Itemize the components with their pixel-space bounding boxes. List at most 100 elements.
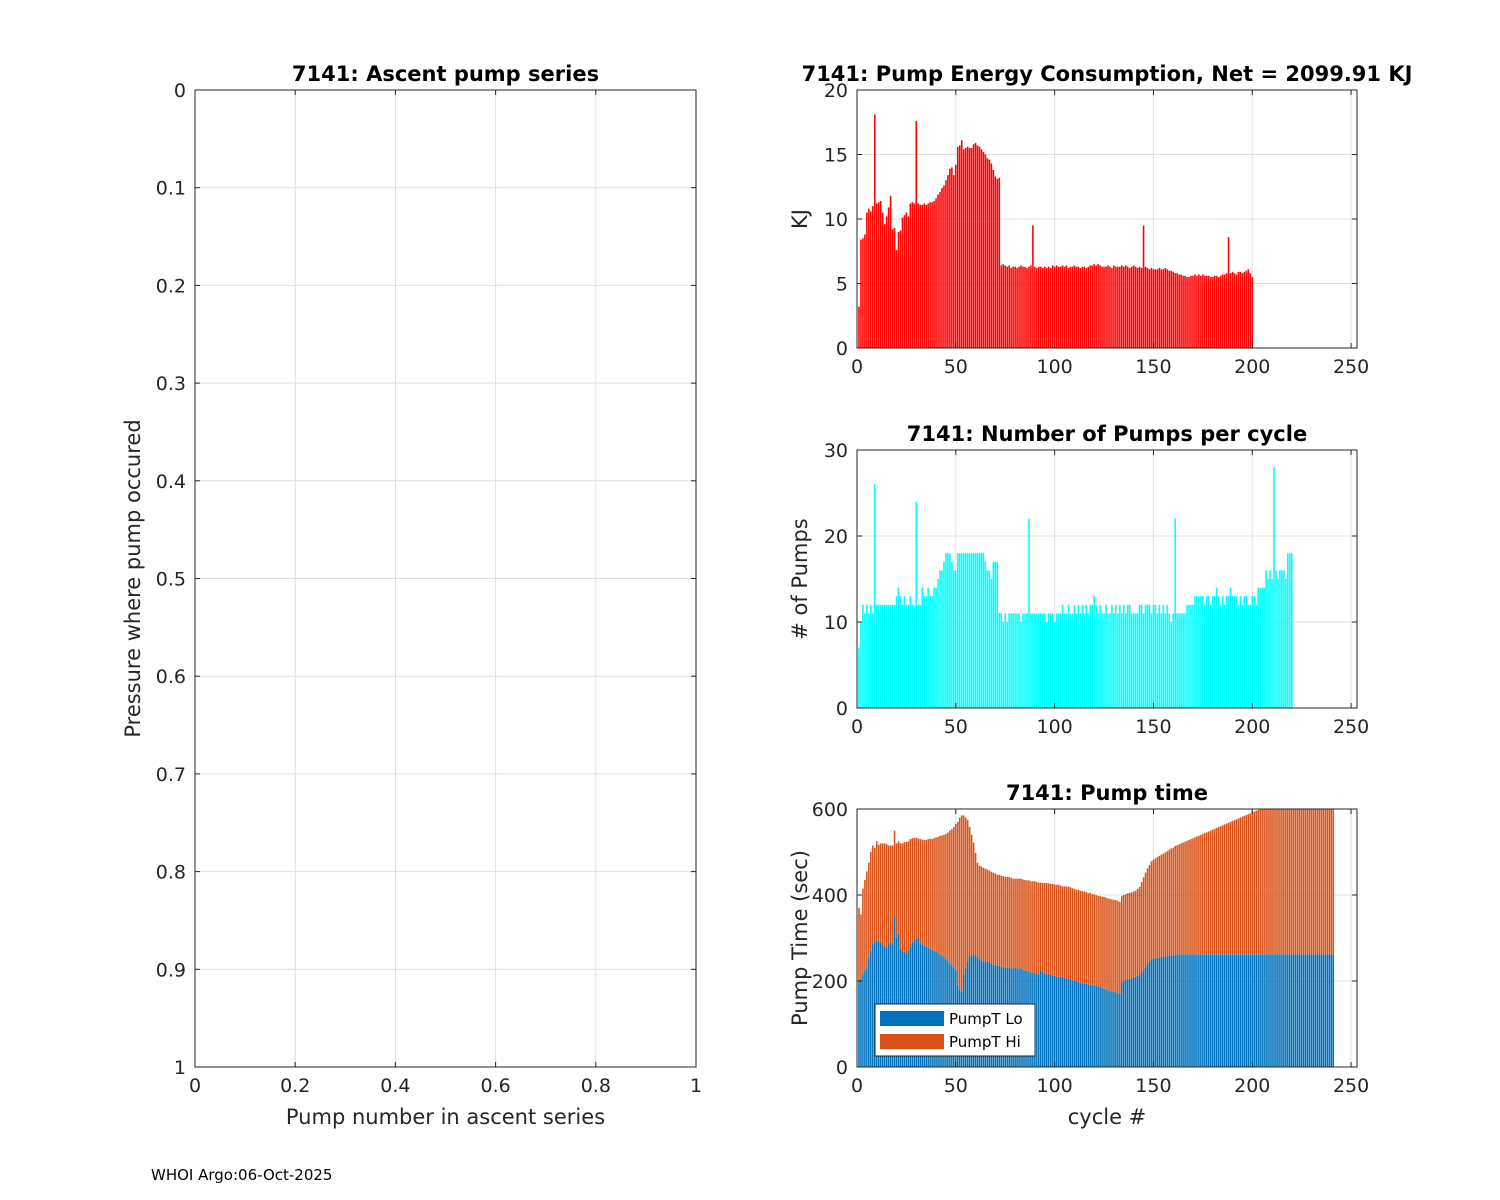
bar (919, 604, 922, 708)
bar (1101, 266, 1103, 348)
bar-pumpt-lo (1126, 979, 1129, 1067)
bar-pumpt-lo (1290, 954, 1293, 1067)
bar-pumpt-hi (1192, 838, 1194, 955)
chart-title: 7141: Ascent pump series (292, 62, 599, 86)
bar-pumpt-hi (996, 874, 999, 966)
bar (913, 604, 916, 708)
bar-pumpt-hi (1275, 809, 1277, 955)
tick-label-y: 600 (812, 799, 848, 821)
bar (911, 604, 914, 708)
bar-pumpt-lo (1095, 985, 1097, 1067)
bar-pumpt-hi (1324, 809, 1327, 955)
bar (1140, 268, 1143, 348)
bar (1111, 604, 1113, 708)
bar (992, 561, 995, 708)
bar (1233, 273, 1236, 348)
bar (1020, 265, 1022, 348)
bar (1142, 613, 1145, 708)
bar (1253, 596, 1256, 708)
bar (945, 553, 947, 708)
tick-label-y: 0.2 (156, 275, 186, 297)
bar (1209, 604, 1212, 708)
bar (1241, 273, 1244, 348)
bar-pumpt-lo (1117, 993, 1119, 1067)
bar (1032, 225, 1034, 348)
tick-label-y: 0 (836, 338, 848, 360)
bar (1225, 596, 1228, 708)
bar-pumpt-lo (1140, 972, 1143, 1067)
bar-pumpt-hi (1036, 882, 1038, 975)
bar (1081, 604, 1084, 708)
bar-pumpt-hi (1302, 809, 1305, 955)
bar (1217, 596, 1220, 708)
bar (990, 579, 993, 708)
bar-pumpt-lo (1247, 954, 1250, 1067)
bar (1134, 266, 1137, 348)
bar-pumpt-hi (901, 843, 904, 951)
bar (949, 553, 951, 708)
bar (1087, 613, 1090, 708)
bar (1184, 613, 1186, 708)
x-axis-label: Pump number in ascent series (286, 1105, 605, 1129)
bar (889, 604, 892, 708)
bar-pumpt-hi (1051, 883, 1054, 976)
bar-pumpt-hi (947, 832, 949, 962)
bar (976, 145, 979, 348)
bar-pumpt-hi (1055, 884, 1058, 977)
tick-label-x: 150 (1135, 716, 1171, 738)
bar (872, 613, 874, 708)
bar (1247, 604, 1250, 708)
bar (1241, 604, 1244, 708)
bar (1211, 596, 1214, 708)
bar (1016, 613, 1018, 708)
bar (1117, 613, 1119, 708)
bar-pumpt-hi (1289, 809, 1291, 955)
bar (931, 202, 933, 348)
bar (955, 570, 957, 708)
bar-pumpt-lo (1265, 954, 1267, 1067)
bar (949, 168, 951, 348)
tick-label-y: 0.6 (156, 666, 186, 688)
bar-pumpt-lo (1207, 954, 1210, 1067)
bar-pumpt-hi (1213, 828, 1216, 955)
bar (1067, 604, 1070, 708)
bar-pumpt-lo (1227, 954, 1230, 1067)
bar-pumpt-hi (889, 845, 892, 943)
bar-pumpt-hi (1146, 868, 1149, 964)
bar (1213, 596, 1216, 708)
bar (1063, 266, 1066, 348)
bar (1130, 613, 1133, 708)
bar-pumpt-lo (1273, 954, 1275, 1067)
bar-pumpt-lo (1156, 957, 1159, 1067)
bar-pumpt-hi (966, 819, 969, 962)
bar (1061, 604, 1064, 708)
bar (1051, 613, 1054, 708)
bar-pumpt-hi (988, 870, 991, 963)
bar (996, 561, 999, 708)
bar (901, 604, 904, 708)
bar-pumpt-hi (1121, 895, 1123, 982)
bar-pumpt-hi (1172, 847, 1174, 956)
bar (1213, 275, 1216, 348)
bar-pumpt-hi (1247, 814, 1250, 955)
bar-pumpt-hi (1182, 842, 1184, 955)
bar (1047, 613, 1050, 708)
bar (868, 208, 870, 348)
bar-pumpt-lo (1241, 954, 1244, 1067)
bar (873, 114, 876, 348)
bar (953, 175, 955, 348)
bar (1148, 269, 1151, 348)
bar-pumpt-lo (1047, 974, 1050, 1067)
tick-label-x: 100 (1036, 1075, 1072, 1097)
bar-pumpt-lo (1071, 980, 1074, 1067)
bar (1111, 268, 1113, 348)
bar (1038, 266, 1040, 348)
bar-pumpt-hi (1211, 829, 1214, 955)
bar-pumpt-hi (919, 839, 922, 943)
bar-pumpt-hi (1322, 809, 1325, 955)
bar (1119, 266, 1121, 348)
bar-pumpt-lo (1322, 954, 1325, 1067)
bar-pumpt-hi (1041, 882, 1044, 973)
tick-label-x: 200 (1234, 716, 1270, 738)
bar-pumpt-lo (1217, 954, 1220, 1067)
